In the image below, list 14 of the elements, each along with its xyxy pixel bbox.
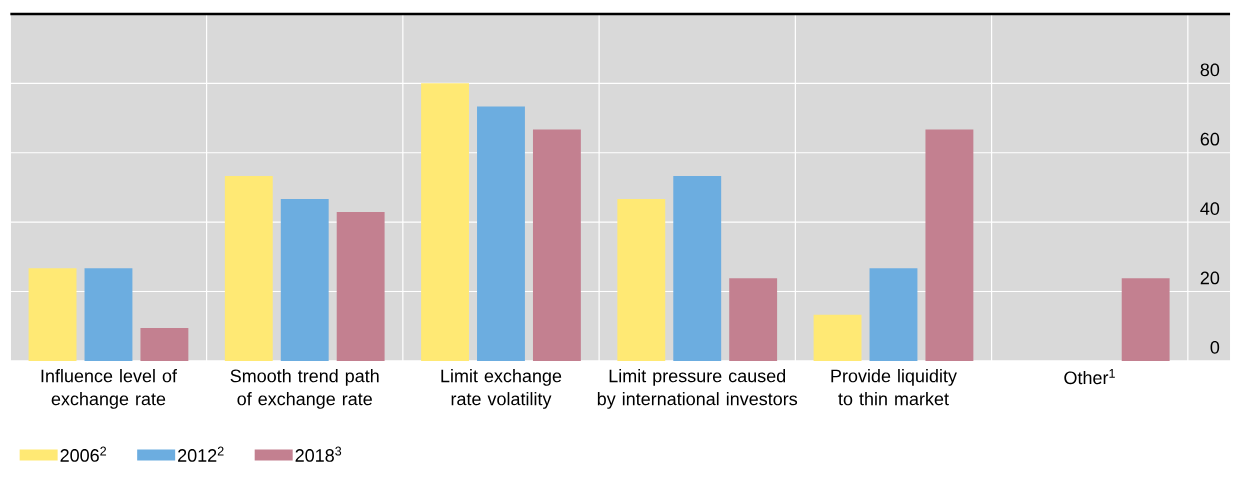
legend-label: 2006$^{2}$ [60,446,107,462]
x-tick-label: Limit exchange rate volatility [441,369,562,409]
x-tick-label: Influence level of exchange rate [41,369,177,409]
y-tick-label: 20 [1200,271,1220,285]
legend-label: 2012$^{2}$ [178,446,224,462]
y-tick-label: 60 [1200,132,1220,146]
x-tick-label: Other$^{1}$ [1064,369,1115,385]
legend-label: 2018$^{3}$ [295,446,342,462]
y-tick-label: 80 [1200,63,1220,77]
x-tick-label: Limit pressure caused by international investors [597,369,798,409]
x-tick-label: Smooth trend path of exchange rate [230,369,379,409]
y-tick-label: 40 [1200,202,1220,215]
y-tick-label: 0 [1210,341,1220,354]
x-tick-label: Provide liquidity to thin market [831,369,957,406]
